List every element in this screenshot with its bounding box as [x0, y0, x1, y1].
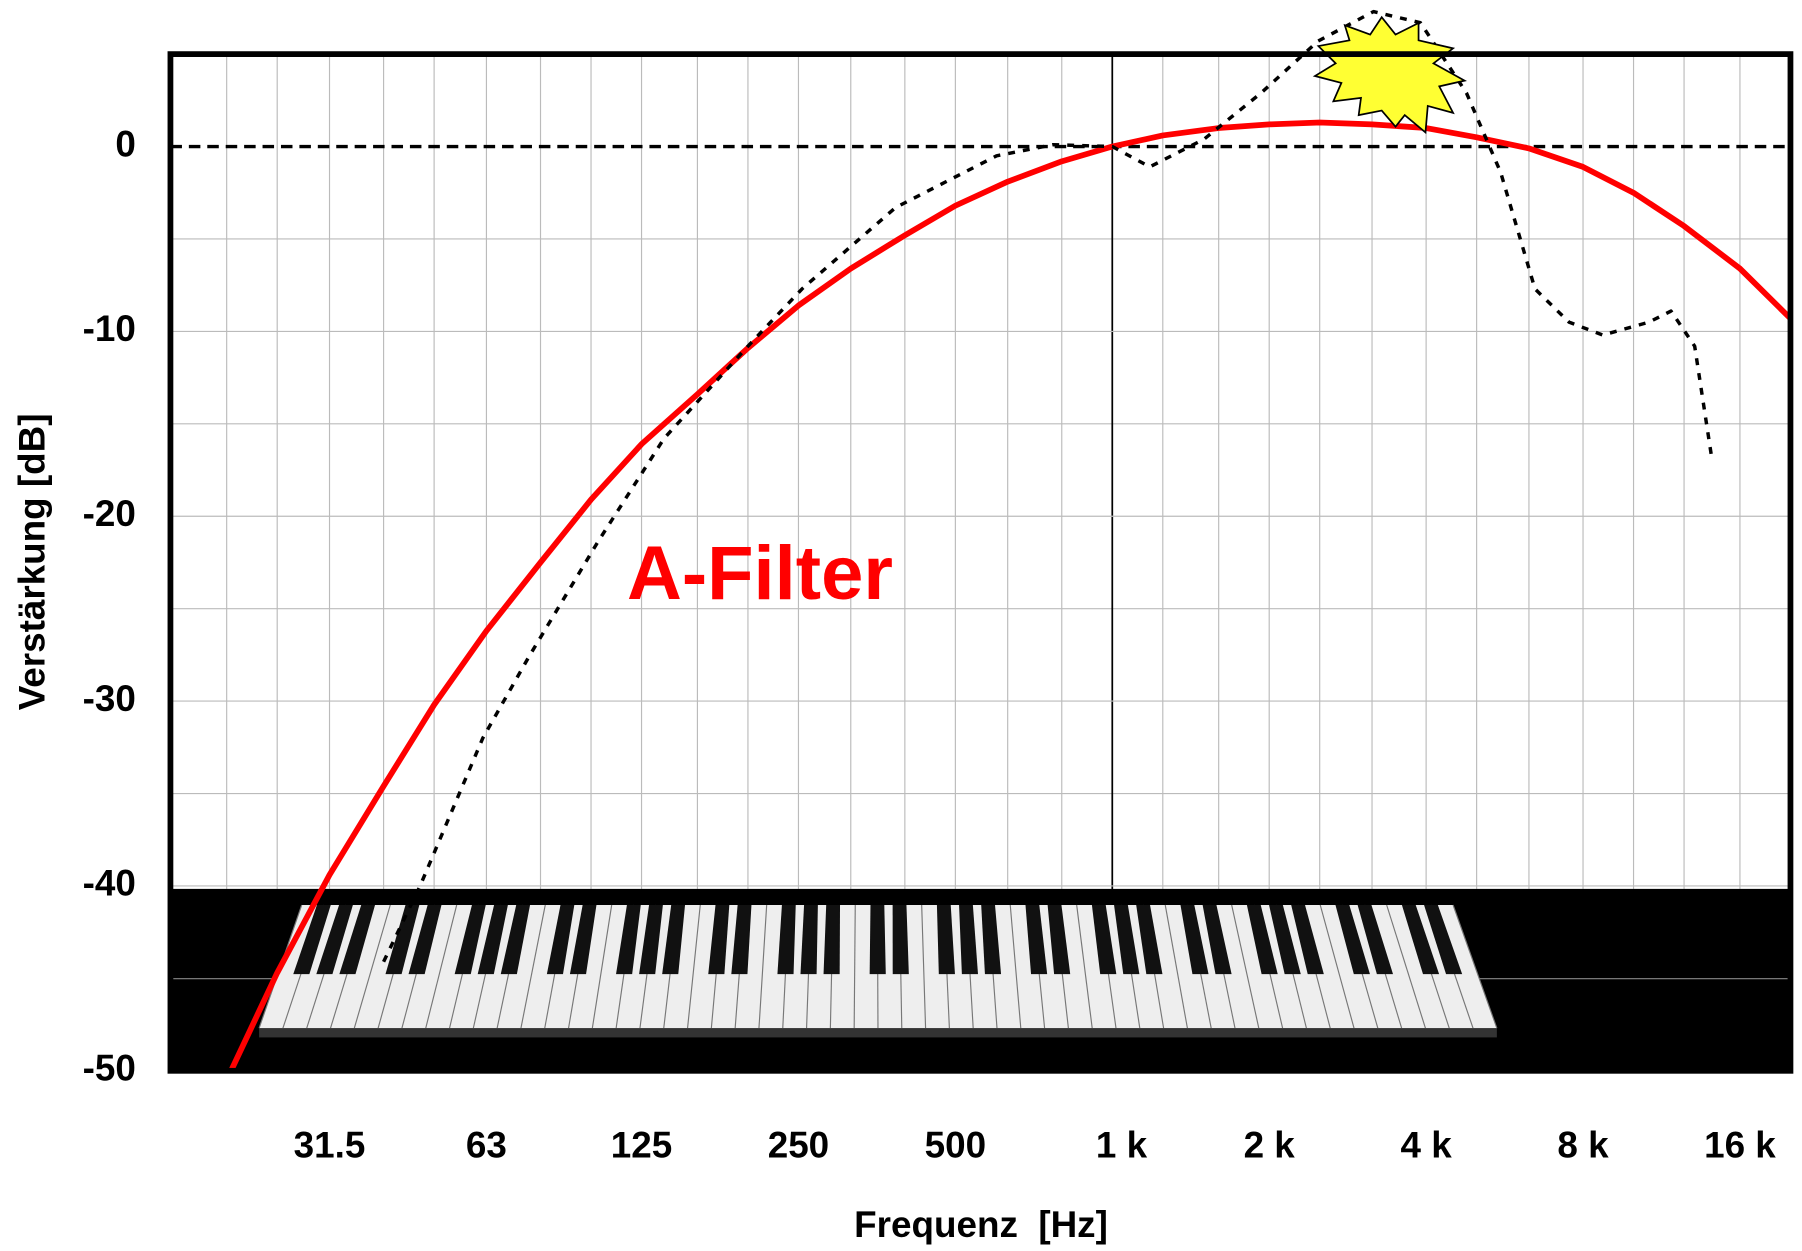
black-key [1424, 905, 1463, 975]
black-key [731, 905, 752, 975]
black-key [869, 905, 886, 975]
x-tick-label: 125 [611, 1125, 672, 1166]
white-key-edge [1164, 904, 1188, 1029]
y-tick-label: -50 [83, 1048, 136, 1089]
black-key [477, 905, 508, 975]
series-line [382, 9, 1714, 963]
black-key [823, 905, 841, 975]
black-key [408, 905, 442, 975]
y-tick-label: -10 [83, 308, 136, 349]
y-axis-label: Verstärkung [dB] [11, 414, 52, 711]
white-key-edge [1386, 904, 1426, 1029]
black-key [500, 905, 531, 975]
black-key [339, 905, 376, 975]
x-tick-label: 63 [466, 1125, 507, 1166]
black-key [981, 905, 1002, 975]
white-key-edge [1009, 904, 1022, 1029]
black-key [293, 905, 331, 975]
marks [227, 9, 1791, 1071]
white-key-edge [1231, 904, 1260, 1029]
x-tick-label: 31.5 [294, 1125, 366, 1166]
white-key-edge [1076, 904, 1093, 1029]
black-key [1401, 905, 1440, 975]
x-tick-label: 2 k [1244, 1125, 1296, 1166]
x-tick-label: 500 [925, 1125, 986, 1166]
x-tick-label: 250 [768, 1125, 829, 1166]
black-key [959, 905, 978, 975]
white-key-edge [353, 904, 391, 1029]
keyboard [170, 888, 1791, 1071]
black-key [1335, 905, 1370, 975]
starburst [1312, 15, 1468, 135]
x-tick-label: 8 k [1557, 1125, 1609, 1166]
black-key [708, 905, 730, 975]
white-key-edge [1452, 904, 1498, 1029]
black-key [385, 905, 420, 975]
black-key [1025, 905, 1048, 975]
black-key [1091, 905, 1117, 975]
y-tick-label: 0 [115, 123, 135, 164]
plot-frame [167, 51, 1794, 1074]
white-key-edge [425, 904, 458, 1029]
black-key [1180, 905, 1209, 975]
black-key [1114, 905, 1140, 975]
black-key [1202, 905, 1232, 975]
y-tick-label: -30 [83, 678, 136, 719]
black-key [892, 905, 909, 975]
black-key [936, 905, 955, 975]
white-key-edge [520, 904, 546, 1029]
black-key [616, 905, 641, 975]
white-key-edge [921, 904, 927, 1029]
x-tick-label: 1 k [1096, 1125, 1148, 1166]
black-key [639, 905, 663, 975]
black-key [546, 905, 575, 975]
x-axis-label: Frequenz [Hz] [854, 1204, 1108, 1245]
black-key [1136, 905, 1163, 975]
white-key-edge [686, 904, 701, 1029]
black-key [662, 905, 686, 975]
annotation: A-Filter [627, 531, 893, 616]
white-key-edge [1319, 904, 1355, 1029]
white-key-edge [853, 904, 856, 1029]
black-key [454, 905, 486, 975]
x-tick-label: 16 k [1704, 1125, 1776, 1166]
series-line [227, 119, 1791, 1071]
black-key [800, 905, 818, 975]
black-key [1291, 905, 1324, 975]
white-key-edge [591, 904, 613, 1029]
y-tick-label: -20 [83, 493, 136, 534]
black-key [1357, 905, 1393, 975]
black-key [316, 905, 353, 975]
keyboard-rail [259, 1028, 1497, 1038]
white-key-edge [758, 904, 768, 1029]
black-key [1047, 905, 1071, 975]
y-tick-label: -40 [83, 863, 136, 904]
black-key [1269, 905, 1301, 975]
black-key [1246, 905, 1278, 975]
black-key [569, 905, 597, 975]
x-tick-label: 4 k [1401, 1125, 1453, 1166]
black-key [777, 905, 796, 975]
